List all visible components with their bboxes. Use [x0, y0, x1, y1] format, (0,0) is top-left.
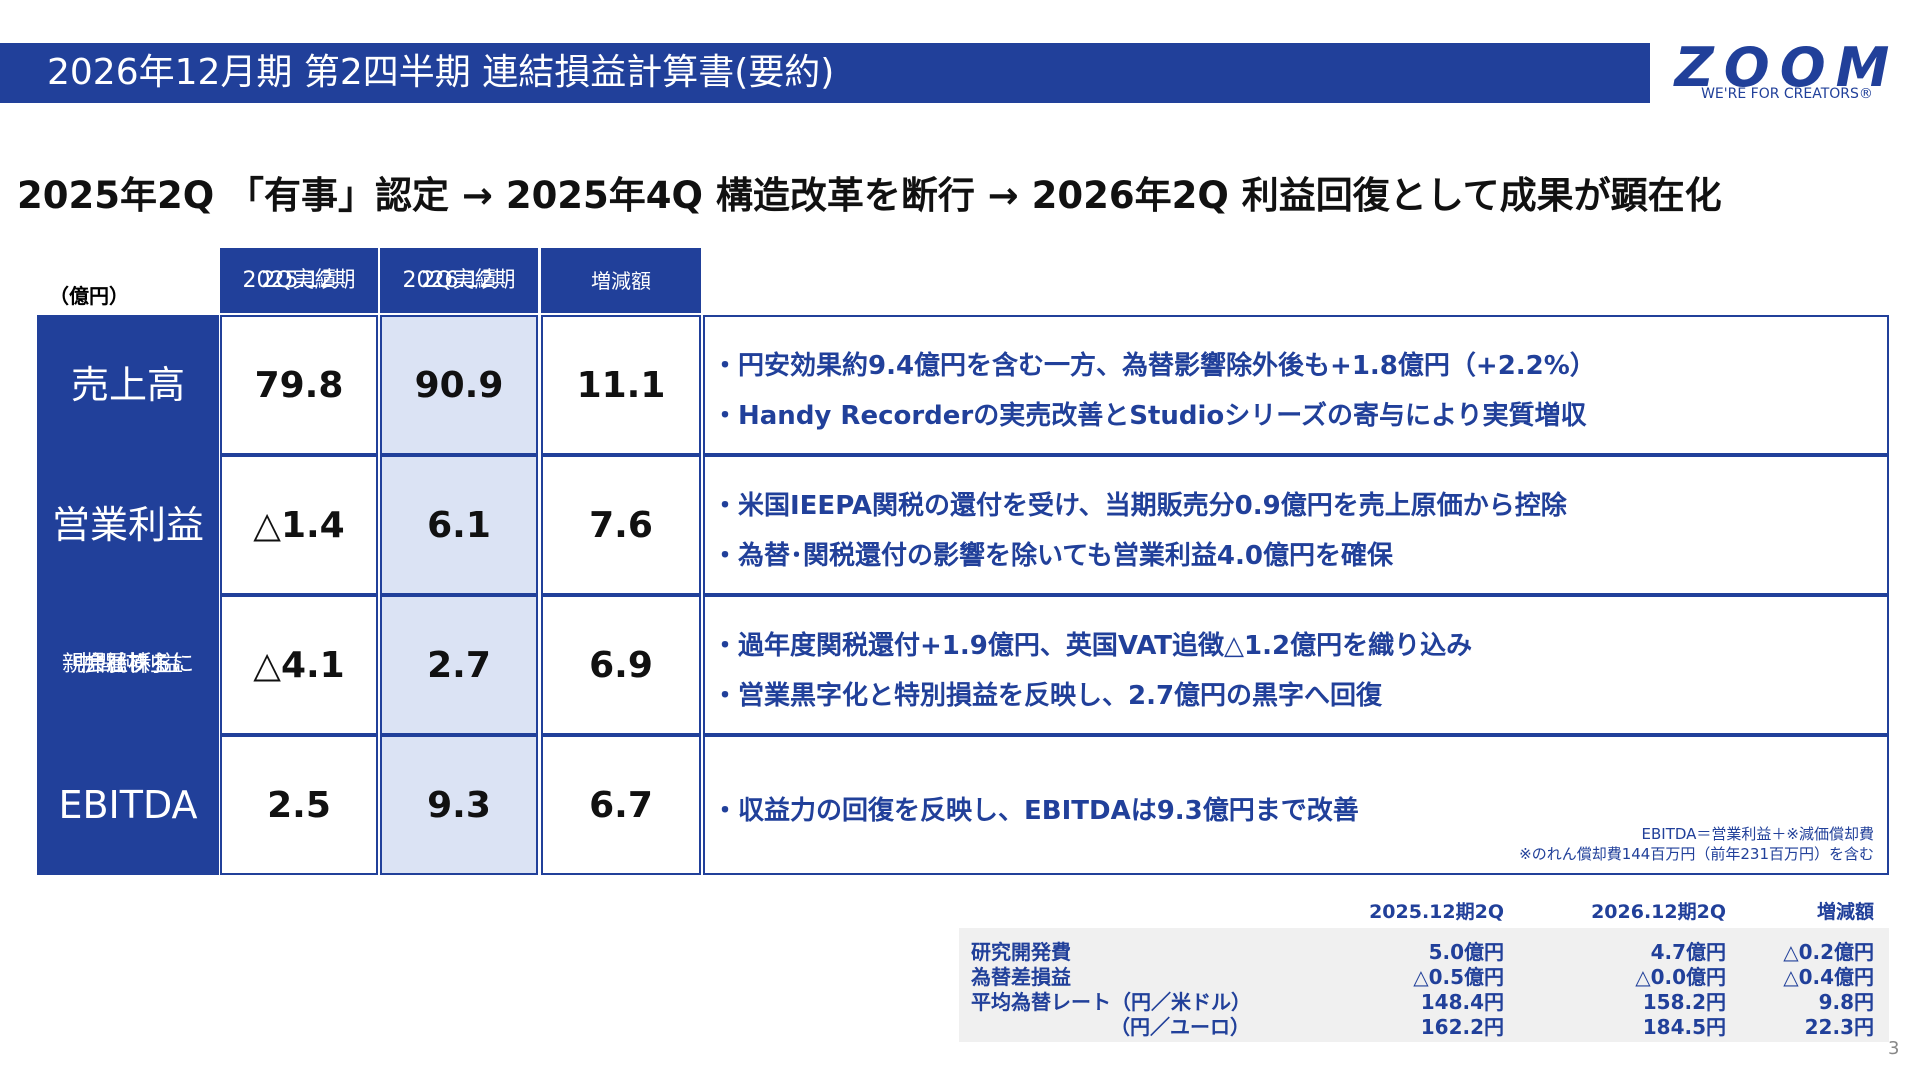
sub-value: 162.2円 [1420, 1015, 1504, 1039]
note-text: ・円安効果約9.4億円を含む一方、為替影響除外後も+1.8億円（+2.2%） [712, 351, 1596, 381]
note-text: ・過年度関税還付+1.9億円、英国VAT追徴△1.2億円を織り込み [712, 631, 1473, 661]
value-cell: 6.7 [541, 735, 701, 875]
note-text: ・Handy Recorderの実売改善とStudioシリーズの寄与により実質増… [712, 401, 1587, 431]
logo: ZOOM [1674, 36, 1900, 99]
value-cell: 90.9 [380, 315, 538, 455]
note-text: ・営業黒字化と特別損益を反映し、2.7億円の黒字へ回復 [712, 681, 1383, 711]
column-header-line: 増減額 [591, 268, 651, 293]
notes-cell [703, 315, 1889, 455]
headline: 2025年2Q 「有事」認定 → 2025年4Q 構造改革を断行 → 2026年… [17, 174, 1722, 217]
sub-column-header: 2025.12期2Q [1369, 901, 1504, 923]
column-header: 2026.12期 2Q実績 [380, 248, 538, 313]
value-cell: 11.1 [541, 315, 701, 455]
note-text: ・米国IEEPA関税の還付を受け、当期販売分0.9億円を売上原価から控除 [712, 491, 1567, 521]
column-header: 増減額 [541, 248, 701, 313]
row-label-line: 中間純利益 [72, 652, 183, 677]
column-header-line: 2025.12期 [242, 267, 356, 293]
value-cell: 2.7 [380, 595, 538, 735]
sub-value: 148.4円 [1420, 990, 1504, 1014]
column-header-line: 2026.12期 [402, 267, 516, 293]
sub-value: 5.0億円 [1428, 940, 1504, 964]
row-label-line: 帰属する [83, 652, 172, 677]
column-header-line: 2Q実績 [261, 267, 337, 293]
sub-column-header: 2026.12期2Q [1591, 901, 1726, 923]
row-label-line: EBITDA [58, 783, 198, 827]
sub-value: 158.2円 [1642, 990, 1726, 1014]
sub-value: △0.5億円 [1413, 965, 1504, 989]
value-cell: 7.6 [541, 455, 701, 595]
row-label-line: 営業利益 [51, 503, 204, 547]
sub-value: 4.7億円 [1650, 940, 1726, 964]
sub-value: △0.0億円 [1635, 965, 1726, 989]
sub-row-label: （円／ユーロ） [1110, 1015, 1250, 1039]
notes-cell [703, 455, 1889, 595]
notes-cell [703, 735, 1889, 875]
unit-label: （億円） [49, 284, 129, 308]
value-cell: 9.3 [380, 735, 538, 875]
sub-column-header: 増減額 [1816, 901, 1874, 923]
column-header-line: 2Q実績 [421, 267, 497, 293]
notes-cell [703, 595, 1889, 735]
value-cell: 6.9 [541, 595, 701, 735]
value-cell: 2.5 [220, 735, 378, 875]
footnote: EBITDA＝営業利益＋※減価償却費 [1641, 825, 1874, 843]
header-bar [0, 43, 1650, 103]
row-label: 親会社株主に 帰属する 中間純利益 [37, 595, 219, 735]
value-cell: 6.1 [380, 455, 538, 595]
sub-row-label: 研究開発費 [971, 940, 1071, 964]
sub-value: 9.8円 [1818, 990, 1874, 1014]
row-label-line: 親会社株主に [61, 652, 194, 677]
footnote: ※のれん償却費144百万円（前年231百万円）を含む [1519, 845, 1874, 863]
value-cell: 79.8 [220, 315, 378, 455]
sub-row-label: 平均為替レート（円／米ドル） [971, 990, 1251, 1014]
sub-table-bg [959, 928, 1889, 1042]
value-cell: △1.4 [220, 455, 378, 595]
note-text: ・為替･関税還付の影響を除いても営業利益4.0億円を確保 [712, 541, 1393, 571]
sub-value: 22.3円 [1804, 1015, 1874, 1039]
header-title: 2026年12月期 第2四半期 連結損益計算書(要約) [47, 52, 835, 93]
page-number: 3 [1888, 1038, 1900, 1059]
sub-value: △0.4億円 [1783, 965, 1874, 989]
value-cell: △4.1 [220, 595, 378, 735]
row-label: EBITDA [37, 735, 219, 875]
row-label: 売上高 [37, 315, 219, 455]
sub-value: 184.5円 [1642, 1015, 1726, 1039]
column-header: 2025.12期 2Q実績 [220, 248, 378, 313]
row-label: 営業利益 [37, 455, 219, 595]
logo-tagline: WE'RE FOR CREATORS® [1701, 86, 1873, 102]
sub-value: △0.2億円 [1783, 940, 1874, 964]
sub-row-label: 為替差損益 [971, 965, 1071, 989]
note-text: ・収益力の回復を反映し、EBITDAは9.3億円まで改善 [712, 796, 1359, 826]
row-label-line: 売上高 [70, 363, 185, 407]
